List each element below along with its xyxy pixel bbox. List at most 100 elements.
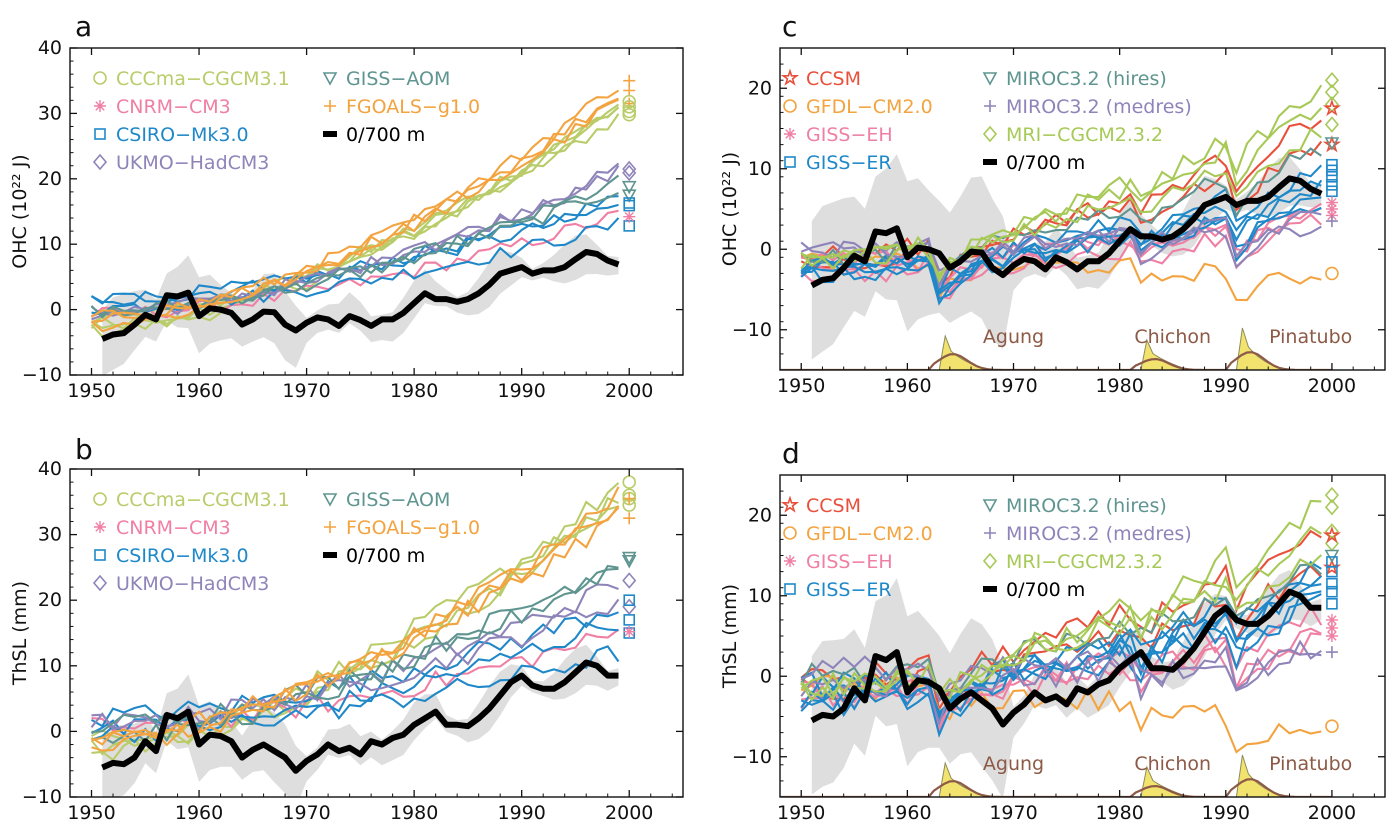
marker-plus	[324, 521, 336, 533]
marker-square	[94, 128, 106, 140]
x-tick-label: 2000	[605, 380, 653, 402]
marker-star	[780, 495, 800, 513]
model-line-mri-cgcm2-3-2	[800, 499, 1322, 702]
marker-diamond	[982, 552, 998, 570]
x-tick-label: 1960	[175, 380, 223, 402]
y-tick-label: −10	[22, 786, 62, 808]
legend-label: GFDL−CM2.0	[806, 96, 933, 118]
marker-square	[94, 549, 106, 561]
y-tick-label: 20	[38, 168, 62, 190]
legend-label: GISS−AOM	[346, 68, 450, 90]
observed-line	[810, 175, 1323, 289]
model-line-miroc3-2-medres-	[800, 639, 1322, 727]
model-line-fgoals-g1-0	[91, 505, 620, 742]
x-tick-label: 1950	[67, 802, 115, 824]
marker-triangle	[982, 499, 998, 513]
observed-line	[101, 659, 619, 774]
marker-square	[1326, 179, 1338, 191]
y-tick-label: 10	[748, 585, 772, 607]
marker-triangle	[1324, 549, 1340, 564]
marker-square	[1326, 585, 1338, 598]
marker-square	[1326, 164, 1338, 177]
volcanic-forcing-line	[780, 351, 1332, 370]
y-axis-label: ThSL (mm)	[9, 581, 31, 686]
legend-label: FGOALS−g1.0	[346, 96, 480, 118]
y-axis-label: ThSL (mm)	[719, 584, 741, 689]
x-tick-label: 1980	[1095, 375, 1143, 397]
y-tick-label: 10	[38, 233, 62, 255]
axes-frame	[69, 468, 684, 798]
legend-label: MIROC3.2 (hires)	[1006, 68, 1167, 90]
y-tick-label: 20	[748, 77, 772, 99]
model-line-fgoals-g1-0	[90, 97, 619, 320]
marker-circle	[783, 526, 797, 540]
legend-label: CCSM	[806, 495, 861, 517]
marker-square	[623, 199, 636, 212]
marker-diamond	[1324, 486, 1339, 504]
marker-triangle	[322, 72, 338, 86]
volcano-label-chichon: Chichon	[1134, 753, 1211, 775]
volcano-label-agung: Agung	[983, 326, 1044, 348]
marker-star	[1322, 98, 1342, 117]
y-tick-label: −10	[22, 364, 62, 386]
legend-label: UKMO−HadCM3	[116, 152, 269, 174]
marker-plus	[1325, 215, 1338, 228]
x-tick-label: 1950	[777, 802, 825, 824]
marker-circle	[622, 104, 637, 119]
legend-label: CSIRO−Mk3.0	[116, 124, 249, 146]
y-axis-label: OHC (10²² J)	[719, 152, 741, 266]
legend-label: UKMO−HadCM3	[116, 573, 269, 595]
volcano-forcing-agung	[938, 334, 988, 370]
marker-square	[1326, 565, 1338, 578]
marker-square	[623, 614, 636, 626]
marker-asterisk	[1325, 203, 1338, 215]
legend-label: GISS−AOM	[346, 489, 450, 511]
marker-plus	[623, 492, 636, 505]
marker-triangle	[1324, 137, 1340, 151]
legend-label: GFDL−CM2.0	[806, 523, 933, 545]
volcano-label-pinatubo: Pinatubo	[1269, 753, 1352, 775]
marker-asterisk	[784, 555, 796, 567]
model-line-cccma-cgcm3-1	[91, 496, 619, 762]
marker-diamond	[92, 153, 108, 171]
legend-label: 0/700 m	[1006, 152, 1085, 174]
legend-label: FGOALS−g1.0	[346, 517, 480, 539]
marker-diamond	[622, 164, 637, 182]
model-line-giss-er	[800, 196, 1322, 301]
y-tick-label: 20	[748, 504, 772, 526]
uncertainty-band	[102, 644, 619, 797]
marker-circle	[622, 107, 637, 122]
x-tick-label: 1960	[883, 802, 931, 824]
observed-line	[810, 588, 1322, 728]
x-tick-label: 2000	[1308, 375, 1356, 397]
legend-label: CNRM−CM3	[116, 96, 231, 118]
model-line-miroc3-2-medres-	[800, 648, 1322, 703]
marker-dash	[323, 131, 337, 137]
x-tick-label: 1980	[1095, 802, 1143, 824]
panel-a: a 1950 1960 1970 1980 1990 2000 −10 0 10 20 30 40 OHC…	[9, 10, 684, 402]
legend-label: CCCma−CGCM3.1	[116, 489, 290, 511]
marker-circle	[93, 71, 107, 85]
legend-label: GISS−EH	[806, 551, 893, 573]
marker-asterisk	[623, 210, 636, 223]
model-line-mri-cgcm2-3-2	[800, 84, 1323, 280]
marker-star	[1322, 525, 1342, 544]
model-line-ukmo-hadcm3	[91, 162, 620, 318]
model-line-giss-aom	[91, 564, 619, 745]
model-line-fgoals-g1-0	[91, 486, 620, 752]
legend-label: GISS−ER	[806, 152, 892, 174]
model-line-giss-er	[800, 180, 1322, 306]
marker-diamond	[1324, 498, 1339, 516]
legend-label: MRI−CGCM2.3.2	[1006, 551, 1163, 573]
marker-asterisk	[623, 625, 636, 638]
marker-plus	[984, 100, 996, 112]
panel-c: c Agung Chichon Pinatubo 1950 1960 1970 1980 199…	[719, 10, 1386, 397]
volcanic-forcing-line	[780, 778, 1332, 797]
legend-label: MIROC3.2 (hires)	[1006, 495, 1167, 517]
marker-dash	[323, 552, 337, 558]
x-tick-label: 1980	[390, 380, 438, 402]
legend: CCSM GFDL−CM2.0 GISS−EH GISS−ER MIROC3.2 (hi…	[780, 68, 1192, 174]
model-line-cccma-cgcm3-1	[91, 482, 620, 748]
volcano-forcing-agung	[938, 761, 988, 797]
